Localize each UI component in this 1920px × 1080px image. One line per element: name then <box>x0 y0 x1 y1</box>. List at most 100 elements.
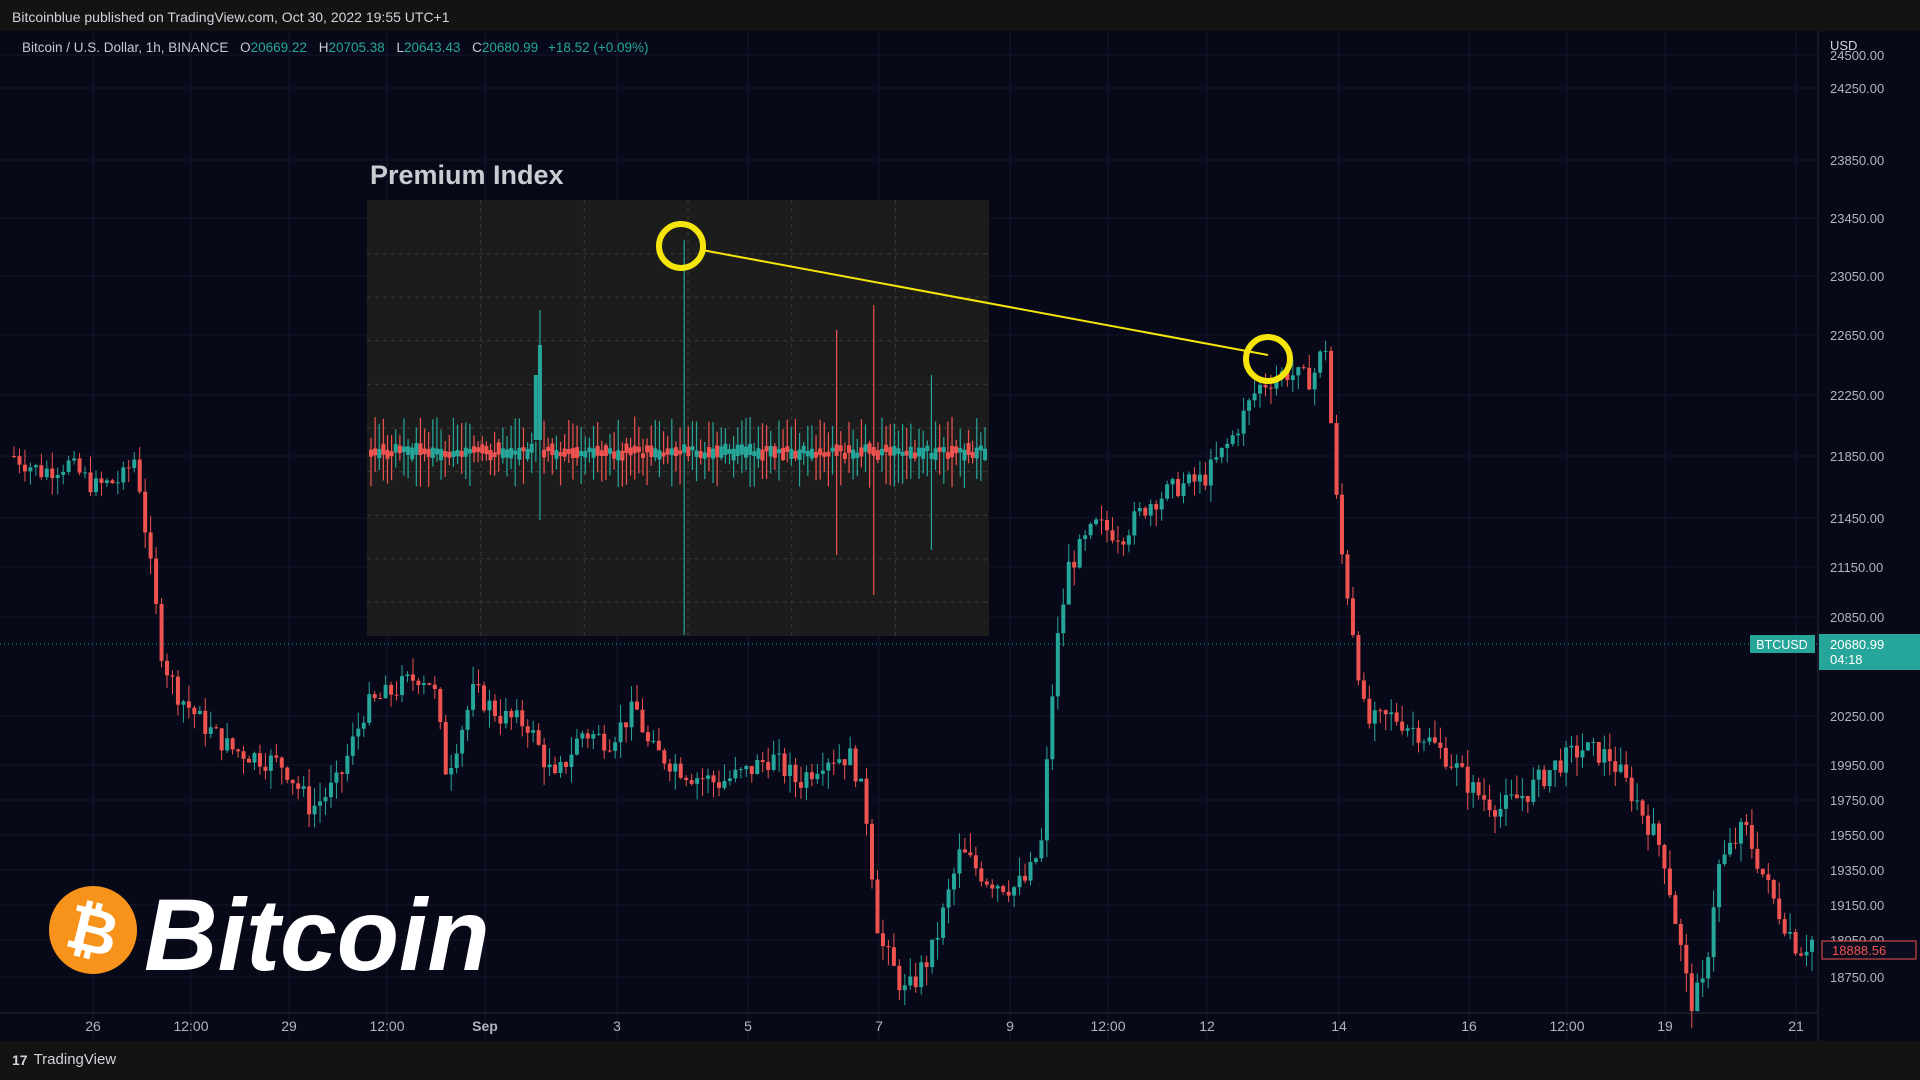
time-tick-label: 3 <box>613 1018 621 1034</box>
candle-body <box>771 754 776 770</box>
inset-candle <box>809 425 814 462</box>
inset-candle-body <box>698 451 703 458</box>
candle-body <box>536 730 541 745</box>
btcusd-tag-bg <box>1750 635 1815 653</box>
inset-candle-body <box>434 448 439 455</box>
inset-candle <box>690 421 695 471</box>
candle-body <box>667 763 672 772</box>
time-tick-label: Sep <box>472 1018 498 1034</box>
inset-candle <box>904 428 909 479</box>
candle-body <box>170 675 175 677</box>
candle <box>307 768 312 828</box>
candle <box>99 471 104 496</box>
price-tick-label: 21450.00 <box>1830 511 1884 526</box>
time-tick-label: 12:00 <box>1090 1018 1125 1034</box>
inset-candle-body <box>896 448 901 454</box>
candle <box>405 671 410 683</box>
inset-candle <box>504 435 509 477</box>
inset-candle <box>430 419 435 467</box>
inset-candle <box>459 423 464 474</box>
inset-candle-body <box>842 452 847 459</box>
candle-body <box>296 783 301 789</box>
candle <box>55 467 60 495</box>
candle-body <box>793 764 798 783</box>
tradingview-logo[interactable]: 17 TradingView <box>12 1051 116 1068</box>
candle-body <box>1520 795 1525 799</box>
inset-candle <box>579 426 584 485</box>
inset-candle-body <box>484 445 489 455</box>
candle-body <box>1487 799 1492 811</box>
candle <box>1640 798 1645 824</box>
inset-title: Premium Index <box>370 160 564 190</box>
inset-candle-body <box>917 447 922 457</box>
candle <box>1651 808 1656 837</box>
annotation-connector-line <box>701 249 1269 356</box>
inset-candle-body <box>430 447 435 459</box>
candle <box>979 861 984 887</box>
candle <box>28 462 33 485</box>
candle <box>580 730 585 748</box>
footer: 17 TradingView <box>0 1041 1920 1080</box>
candle-body <box>957 849 962 874</box>
candle-body <box>361 722 366 729</box>
candle <box>1028 851 1033 886</box>
candle <box>159 598 164 668</box>
inset-candle-body <box>912 452 917 459</box>
inset-candle-body <box>546 446 551 452</box>
time-tick-label: 12:00 <box>1549 1018 1584 1034</box>
inset-candle-body <box>756 448 761 459</box>
inset-candle-body <box>929 453 934 459</box>
inset-candle <box>381 418 386 481</box>
inset-candle-body <box>673 447 678 456</box>
candle-body <box>711 775 716 783</box>
candle-body <box>301 786 306 789</box>
currency-label: USD <box>1830 38 1857 53</box>
inset-candle <box>863 424 868 472</box>
candle <box>1531 767 1536 806</box>
candle-body <box>66 460 71 472</box>
inset-candle <box>678 427 683 485</box>
candle <box>1782 912 1787 937</box>
inset-candle <box>657 421 662 478</box>
chart-area[interactable]: USD 24500.00 24250.00 23850.00 23450.00 23050… <box>0 31 1920 1041</box>
candle-body <box>1722 854 1727 865</box>
inset-candle <box>929 375 934 550</box>
candle-body <box>1662 844 1667 869</box>
candle-body <box>1285 371 1290 381</box>
inset-candle <box>814 435 819 481</box>
candle <box>902 973 907 1006</box>
candle <box>897 959 902 1000</box>
inset-candle <box>517 418 522 466</box>
inset-candle-body <box>406 446 411 455</box>
inset-candle <box>529 432 534 474</box>
candle-body <box>990 884 995 889</box>
candle <box>1525 795 1530 813</box>
candle <box>1558 748 1563 777</box>
candle-body <box>602 733 607 751</box>
candle-body <box>175 676 180 705</box>
candle-body <box>1148 504 1153 516</box>
candle <box>143 478 148 548</box>
candle <box>214 724 219 730</box>
candle-body <box>837 759 842 763</box>
candle <box>1706 952 1711 989</box>
candle <box>1159 491 1164 521</box>
candle-body <box>1066 561 1071 605</box>
candle-body <box>738 769 743 771</box>
candle <box>318 782 323 823</box>
candle-body <box>1274 379 1279 389</box>
candle-body <box>695 778 700 784</box>
candle <box>1099 505 1104 535</box>
candle <box>1400 705 1405 735</box>
symbol-info: Bitcoin / U.S. Dollar, 1h, BINANCE O2066… <box>22 40 649 55</box>
inset-candle-body <box>859 447 864 457</box>
candle <box>1673 891 1678 925</box>
candle-body <box>809 772 814 780</box>
inset-candle <box>970 440 975 464</box>
candle <box>1432 720 1437 745</box>
candle-body <box>629 701 634 728</box>
inset-candle <box>616 419 621 488</box>
candle-body <box>1105 520 1110 531</box>
inset-candle-body <box>401 446 406 453</box>
